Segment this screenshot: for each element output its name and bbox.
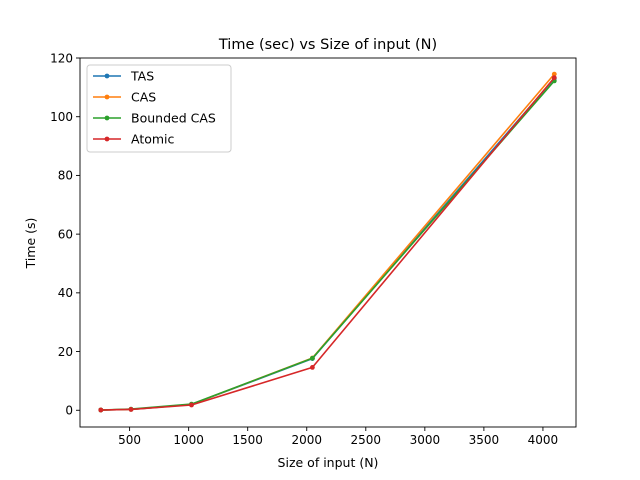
x-tick-label: 1000: [173, 433, 204, 447]
x-axis-label: Size of input (N): [278, 455, 379, 470]
legend: TAS CAS Bounded CAS Atomic: [86, 64, 232, 153]
legend-label-2: Bounded CAS: [131, 111, 216, 126]
axes: 500 1000 1500 2000 2500 3000 3500 4000 0 20 40 60 80…: [50, 51, 577, 447]
data-point: [128, 407, 134, 412]
y-tick-label: 120: [50, 51, 73, 65]
x-tick-label: 2500: [351, 433, 382, 447]
y-tick-label: 40: [58, 286, 73, 300]
x-tick-label: 500: [118, 433, 141, 447]
x-tick-label: 1500: [232, 433, 263, 447]
y-tick-label: 100: [50, 110, 73, 124]
data-point: [98, 407, 104, 413]
axes-frame: [79, 57, 577, 428]
plot-area: [98, 71, 557, 413]
legend-marker-1: [104, 94, 110, 100]
x-tick-label: 2000: [291, 433, 322, 447]
y-tick-label: 80: [58, 169, 73, 183]
legend-marker-0: [104, 73, 110, 79]
y-tick-label: 60: [58, 227, 73, 241]
y-axis-label: Time (s): [23, 218, 38, 270]
data-point: [189, 402, 194, 408]
legend-label-3: Atomic: [131, 132, 175, 147]
y-tick-label: 20: [58, 345, 73, 359]
legend-label-1: CAS: [131, 90, 156, 105]
data-point: [551, 75, 557, 81]
data-point: [310, 365, 315, 370]
x-tick-label: 3500: [469, 433, 500, 447]
legend-label-0: TAS: [130, 69, 154, 84]
legend-marker-3: [104, 136, 110, 142]
x-tick-label: 3000: [410, 433, 441, 447]
legend-box: [86, 64, 232, 153]
chart-title: Time (sec) vs Size of input (N): [218, 37, 437, 53]
x-tick-label: 4000: [528, 433, 559, 447]
data-point: [551, 71, 557, 77]
data-point: [310, 355, 315, 361]
y-tick-label: 0: [65, 404, 73, 418]
legend-marker-2: [104, 115, 110, 121]
